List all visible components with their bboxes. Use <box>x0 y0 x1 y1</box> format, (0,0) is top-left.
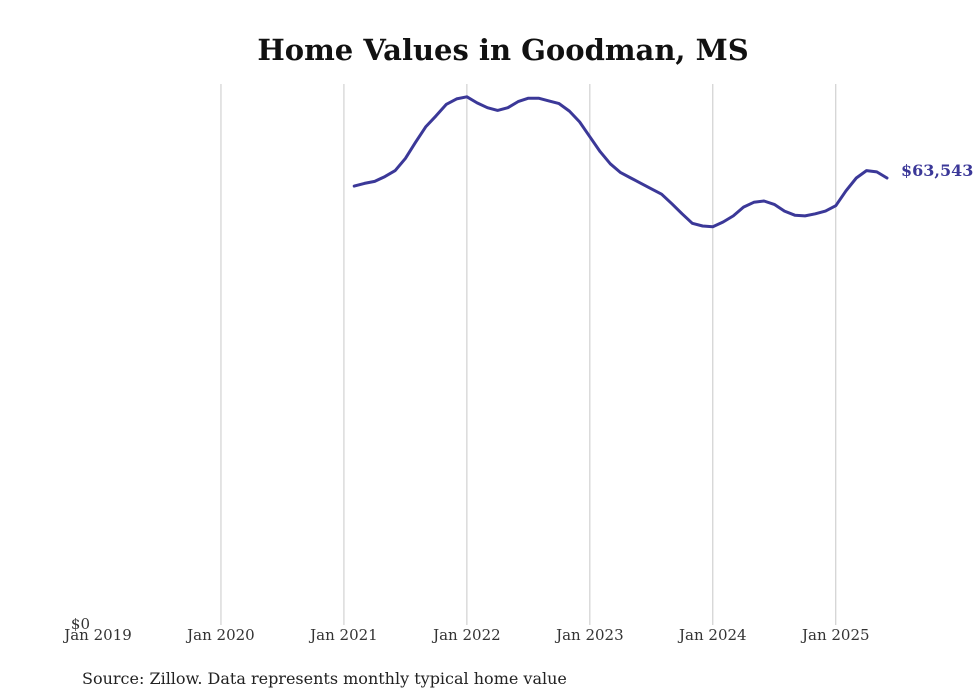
home-value-line <box>352 95 889 229</box>
x-tick-2020: Jan 2020 <box>185 626 255 644</box>
chart-title: Home Values in Goodman, MS <box>257 33 748 67</box>
x-tick-2019: Jan 2019 <box>62 626 132 644</box>
x-tick-2025: Jan 2025 <box>800 626 870 644</box>
source-note: Source: Zillow. Data represents monthly … <box>82 669 567 688</box>
x-tick-2022: Jan 2022 <box>431 626 501 644</box>
x-axis-tick-labels: Jan 2019 Jan 2020 Jan 2021 Jan 2022 Jan 2023… <box>62 626 869 644</box>
vertical-gridlines <box>220 84 837 625</box>
x-tick-2021: Jan 2021 <box>308 626 378 644</box>
x-tick-2023: Jan 2023 <box>554 626 624 644</box>
x-tick-2024: Jan 2024 <box>677 626 747 644</box>
y-axis-zero-label: $0 <box>71 615 90 633</box>
latest-value-label: $63,543 <box>901 161 973 180</box>
